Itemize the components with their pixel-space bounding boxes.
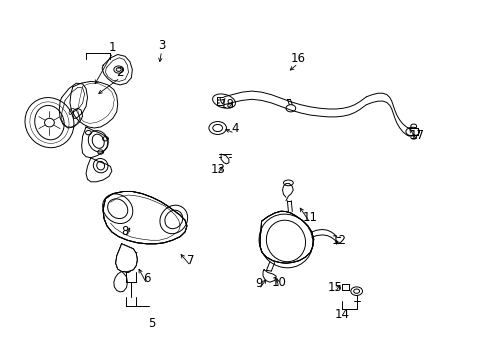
Polygon shape [260, 211, 313, 263]
Text: 17: 17 [409, 129, 424, 142]
Text: 10: 10 [271, 276, 285, 289]
Text: 7: 7 [187, 254, 194, 267]
Text: 8: 8 [121, 225, 128, 238]
Text: 18: 18 [220, 98, 234, 111]
Text: 13: 13 [210, 163, 224, 176]
Text: 1: 1 [109, 41, 116, 54]
Text: 16: 16 [290, 51, 305, 64]
Text: 2: 2 [116, 66, 123, 79]
Text: 6: 6 [143, 272, 150, 285]
Text: 9: 9 [255, 278, 263, 291]
Text: 14: 14 [334, 308, 349, 321]
Text: 4: 4 [230, 122, 238, 135]
Text: 12: 12 [331, 234, 346, 247]
Text: 15: 15 [326, 281, 342, 294]
Text: 5: 5 [148, 317, 155, 330]
Text: 11: 11 [302, 211, 317, 224]
Text: 3: 3 [158, 39, 165, 52]
Polygon shape [103, 192, 186, 244]
Polygon shape [116, 244, 137, 272]
